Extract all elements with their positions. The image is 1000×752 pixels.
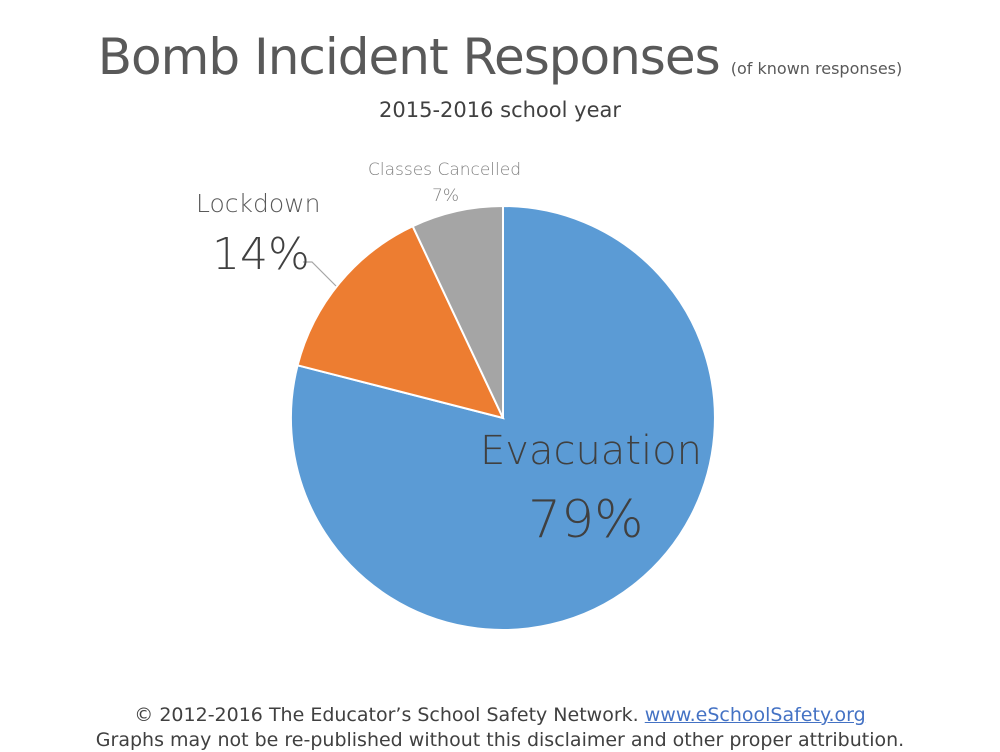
leader-line-lockdown	[303, 261, 337, 287]
footer-disclaimer: Graphs may not be re-published without t…	[95, 729, 905, 751]
label-classes-cancelled-name: Classes Cancelled	[368, 160, 522, 180]
label-evacuation-value: 79%	[528, 490, 644, 550]
footer-copyright-line: © 2012-2016 The Educator’s School Safety…	[0, 704, 1000, 726]
slice-lockdown	[296, 224, 505, 420]
footer-copyright: © 2012-2016 The Educator’s School Safety…	[134, 704, 639, 726]
chart-title-note: (of known responses)	[730, 59, 903, 78]
label-lockdown-value: 14%	[212, 229, 310, 280]
chart-subtitle: 2015-2016 school year	[379, 98, 621, 122]
chart-title-block: Bomb Incident Responses (of known respon…	[0, 28, 1000, 86]
chart-title: Bomb Incident Responses	[97, 28, 721, 86]
label-lockdown-name: Lockdown	[196, 189, 321, 218]
slice-classes-cancelled	[411, 204, 504, 419]
label-classes-cancelled-value: 7%	[432, 186, 459, 206]
label-evacuation-name: Evacuation	[480, 428, 702, 474]
footer-website-link[interactable]: www.eSchoolSafety.org	[644, 704, 866, 726]
